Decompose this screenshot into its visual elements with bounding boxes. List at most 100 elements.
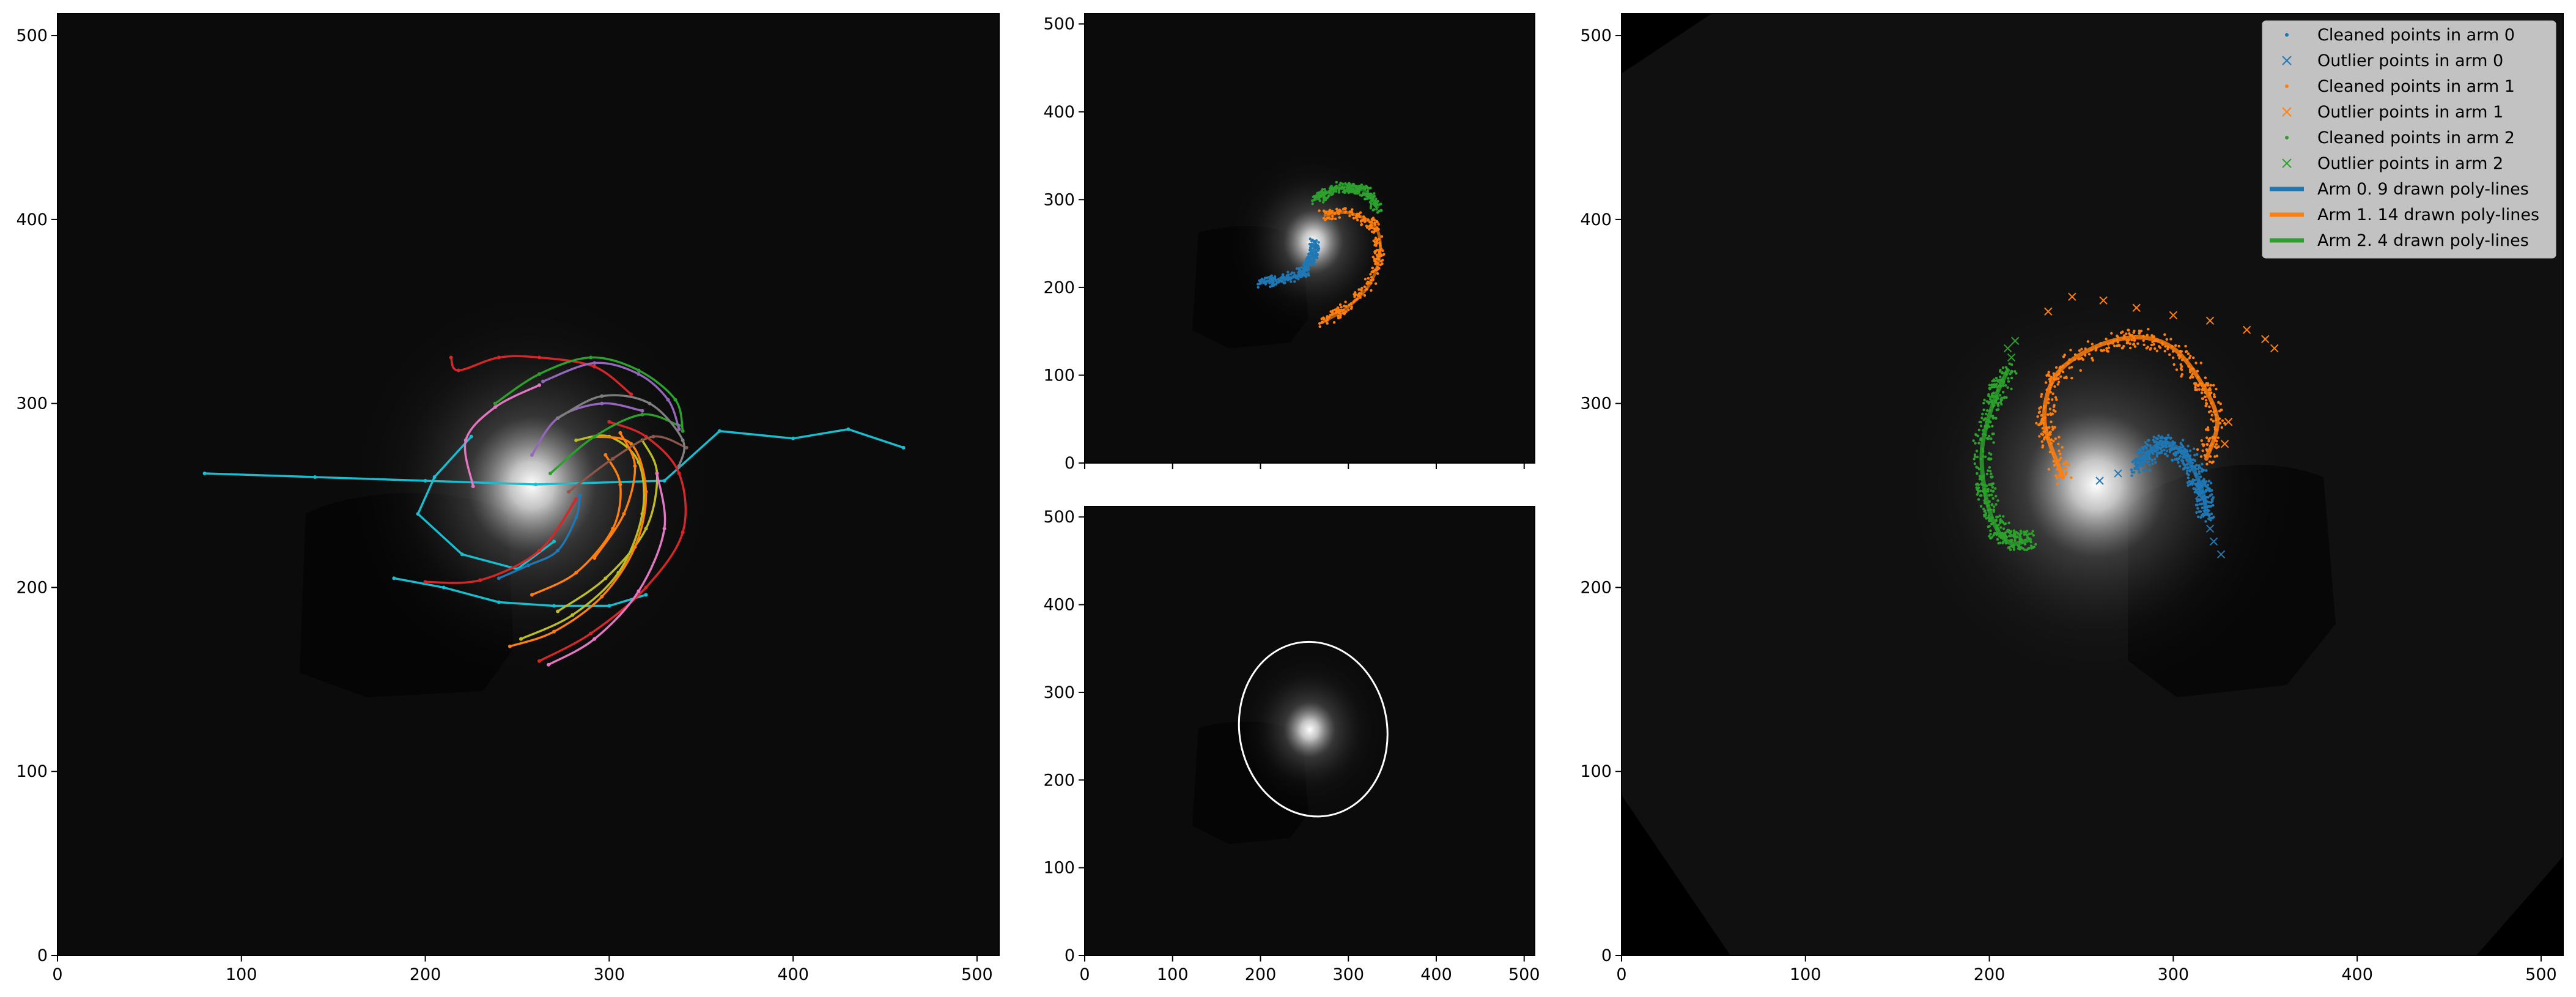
cleaned-point: [1990, 472, 1993, 475]
legend-label: Cleaned points in arm 2: [2317, 128, 2515, 147]
cleaned-point: [2206, 486, 2209, 489]
poly-line-point: [611, 456, 615, 461]
cleaned-point: [1979, 424, 1983, 428]
arm-point: [1300, 266, 1303, 269]
cleaned-point: [2199, 475, 2202, 478]
poly-line-point: [633, 545, 637, 549]
cleaned-point: [2008, 362, 2011, 365]
panel-left: 0 100 200 300 400 500 0 100 200 300 400 500: [16, 13, 1000, 984]
poly-line-point: [651, 434, 655, 439]
arm-point: [1371, 255, 1375, 259]
cleaned-point: [2051, 398, 2054, 401]
cleaned-point: [2080, 347, 2083, 350]
cleaned-point: [2205, 469, 2208, 472]
x-tick-label: 500: [2525, 965, 2557, 984]
cleaned-point: [2038, 423, 2041, 426]
y-tick-label: 0: [37, 946, 48, 965]
arm-point: [1290, 273, 1293, 276]
cleaned-point: [2035, 421, 2038, 425]
poly-line-point: [637, 372, 641, 376]
cleaned-point: [2065, 376, 2068, 379]
cleaned-point: [2056, 482, 2059, 486]
cleaned-point: [1991, 415, 1995, 418]
cleaned-point: [2163, 349, 2166, 353]
arm-point: [1322, 316, 1325, 319]
cleaned-point: [2079, 369, 2083, 372]
fitted-arm-line: [2042, 335, 2220, 480]
cleaned-point: [2196, 467, 2200, 470]
arm-point: [1332, 321, 1336, 324]
poly-line-point: [556, 549, 560, 553]
cleaned-point: [2205, 480, 2208, 483]
poly-line-point: [618, 483, 622, 486]
arm-point: [1312, 262, 1315, 266]
arm-point: [1316, 249, 1320, 252]
arm-point: [1381, 249, 1384, 253]
poly-line-point: [592, 637, 597, 641]
x-tick-label: 200: [410, 965, 441, 984]
y-tick-label: 200: [1043, 278, 1075, 297]
arm-point: [1379, 202, 1382, 206]
cleaned-point: [1991, 424, 1994, 428]
arm-point: [1345, 310, 1348, 313]
arm-point: [1354, 293, 1357, 296]
arm-point: [1344, 300, 1347, 303]
cleaned-point: [2207, 480, 2211, 483]
cleaned-point: [2207, 517, 2210, 521]
cleaned-point: [1977, 442, 1980, 445]
cleaned-point: [2218, 409, 2221, 413]
cleaned-point: [1979, 489, 1982, 492]
cleaned-point: [2048, 407, 2052, 410]
cleaned-point: [2004, 522, 2007, 525]
outlier-point: [2161, 436, 2171, 445]
poly-line-point: [901, 445, 906, 450]
poly-line-point: [622, 512, 626, 516]
cleaned-point: [1988, 483, 1991, 486]
x-tick-label: 500: [1508, 965, 1540, 984]
cleaned-point: [2194, 382, 2198, 385]
cleaned-point: [2198, 503, 2202, 506]
poly-line-point: [717, 429, 722, 433]
cleaned-point: [1973, 458, 1976, 461]
cleaned-point: [2196, 507, 2199, 510]
arm-point: [1360, 183, 1364, 187]
cleaned-point: [2007, 521, 2010, 525]
cleaned-point: [2059, 375, 2062, 378]
fitted-ellipse: [1238, 640, 1389, 818]
cleaned-point: [2196, 515, 2200, 519]
cleaned-point: [2182, 467, 2185, 471]
cleaned-point: [2110, 332, 2113, 335]
arm-point: [1263, 276, 1266, 280]
cleaned-point: [2004, 366, 2008, 369]
arm-point: [1338, 216, 1341, 219]
arm-point: [1370, 289, 1373, 292]
cleaned-point: [1985, 437, 1989, 440]
cleaned-point: [1999, 398, 2002, 401]
arm-point: [1293, 272, 1296, 275]
cleaned-point: [2181, 439, 2185, 442]
poly-line-point: [644, 585, 648, 590]
cleaned-point: [2047, 468, 2051, 471]
arm-point: [1373, 250, 1376, 253]
galaxy-glow: [1236, 650, 1383, 809]
cleaned-point: [2199, 361, 2202, 365]
cleaned-point: [2001, 541, 2004, 545]
cleaned-point: [2142, 339, 2145, 343]
poly-line-point: [313, 475, 317, 479]
cleaned-point: [2152, 435, 2156, 439]
arm-point: [1313, 195, 1316, 198]
cleaned-point: [2133, 339, 2136, 342]
cleaned-point: [2177, 344, 2180, 348]
y-tick-label: 200: [16, 578, 48, 597]
cleaned-point: [2157, 434, 2160, 437]
cleaned-point: [2146, 346, 2150, 349]
cleaned-point: [2148, 464, 2151, 467]
cleaned-point: [2199, 455, 2203, 458]
poly-line-point: [592, 434, 597, 439]
arm-point: [1305, 263, 1308, 266]
arm-point: [1310, 243, 1313, 246]
cleaned-point: [2150, 459, 2154, 462]
cleaned-point: [2171, 440, 2174, 443]
arm-point: [1379, 263, 1382, 267]
